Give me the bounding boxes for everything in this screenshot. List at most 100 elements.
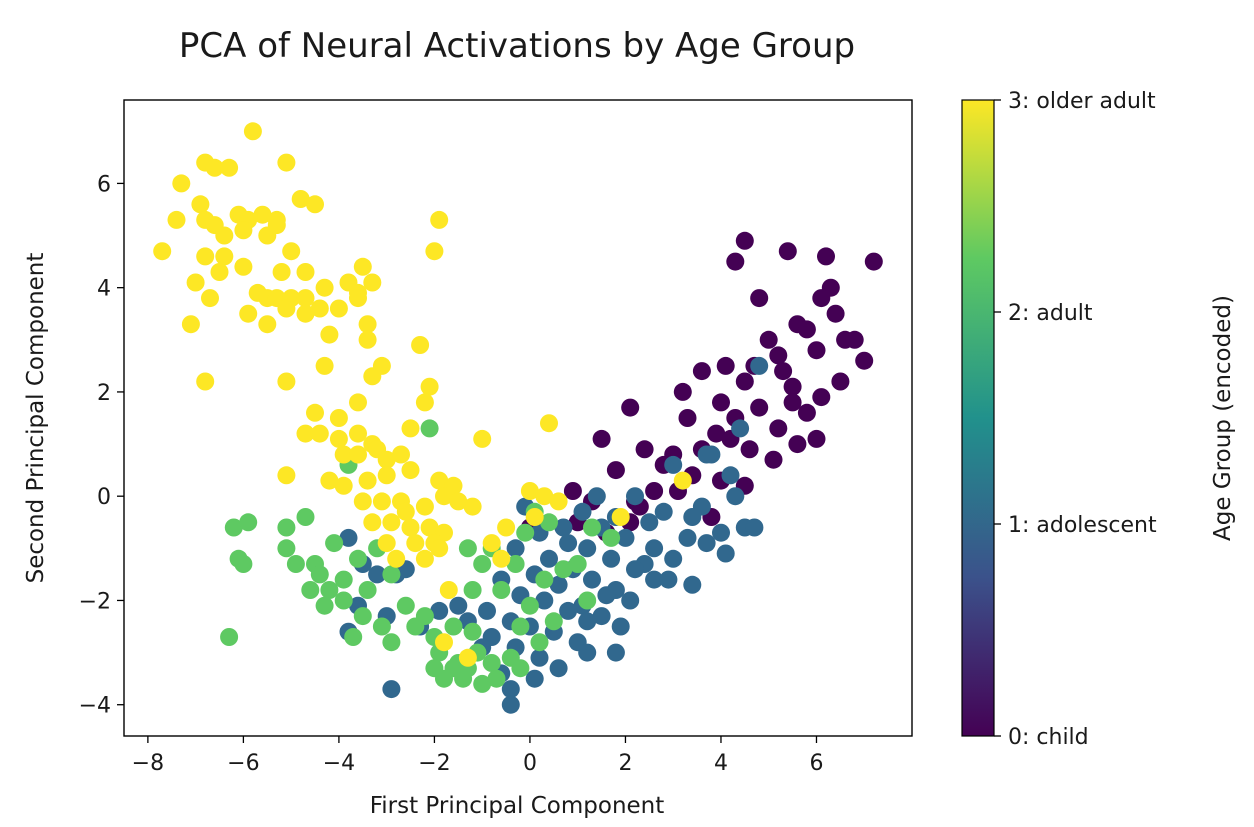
scatter-point bbox=[554, 518, 573, 537]
scatter-point bbox=[277, 372, 296, 391]
scatter-point bbox=[392, 445, 410, 464]
scatter-point bbox=[645, 482, 664, 500]
scatter-point bbox=[573, 502, 592, 521]
scatter-point bbox=[535, 591, 554, 610]
scatter-point bbox=[540, 414, 558, 433]
scatter-point bbox=[329, 299, 348, 318]
scatter-point bbox=[210, 263, 229, 281]
scatter-point bbox=[310, 565, 329, 584]
scatter-point bbox=[296, 508, 315, 526]
scatter-point bbox=[401, 461, 420, 480]
scatter-point bbox=[411, 336, 430, 354]
colorbar-tick-label: 2: adult bbox=[1008, 301, 1093, 326]
scatter-point bbox=[807, 341, 826, 360]
y-tick-label: −4 bbox=[79, 694, 111, 719]
scatter-point bbox=[530, 648, 549, 667]
scatter-point bbox=[797, 320, 816, 339]
scatter-point bbox=[640, 513, 659, 532]
scatter-point bbox=[401, 419, 420, 438]
scatter-point bbox=[444, 659, 463, 678]
scatter-point bbox=[578, 591, 597, 610]
scatter-point bbox=[353, 257, 372, 276]
scatter-point bbox=[382, 565, 401, 584]
scatter-point bbox=[578, 643, 597, 662]
scatter-point bbox=[683, 575, 702, 594]
scatter-point bbox=[654, 502, 673, 521]
scatter-point bbox=[310, 299, 329, 318]
scatter-point bbox=[664, 549, 683, 568]
y-tick-label: −2 bbox=[79, 589, 111, 614]
scatter-point bbox=[415, 549, 434, 568]
scatter-point bbox=[797, 403, 816, 422]
scatter-point bbox=[520, 596, 539, 615]
scatter-point bbox=[420, 518, 439, 537]
scatter-point bbox=[516, 523, 535, 542]
scatter-point bbox=[473, 674, 492, 693]
scatter-point bbox=[439, 581, 458, 599]
x-tick-label: 4 bbox=[714, 751, 728, 776]
scatter-point bbox=[635, 440, 654, 459]
scatter-point bbox=[621, 591, 640, 610]
scatter-point bbox=[525, 508, 544, 526]
scatter-point bbox=[363, 273, 382, 292]
scatter-point bbox=[540, 549, 558, 568]
scatter-point bbox=[239, 304, 258, 323]
x-axis-ticks: −8 −6 −4 −2 0 2 4 6 bbox=[132, 736, 823, 776]
scatter-point bbox=[196, 372, 215, 391]
y-tick-label: 0 bbox=[97, 485, 111, 510]
scatter-point bbox=[664, 455, 683, 474]
scatter-point bbox=[511, 617, 530, 636]
colorbar-tick-label: 3: older adult bbox=[1008, 89, 1156, 114]
scatter-point bbox=[616, 528, 635, 547]
scatter-point bbox=[396, 502, 415, 521]
x-tick-label: −8 bbox=[132, 751, 164, 776]
scatter-point bbox=[473, 555, 492, 573]
scatter-point bbox=[764, 450, 783, 469]
scatter-point bbox=[320, 581, 339, 599]
scatter-point bbox=[788, 435, 807, 454]
scatter-point bbox=[559, 601, 578, 620]
scatter-point bbox=[253, 205, 272, 224]
scatter-point bbox=[224, 518, 243, 537]
scatter-point bbox=[449, 492, 468, 511]
scatter-point bbox=[234, 257, 253, 276]
scatter-point bbox=[215, 247, 234, 266]
scatter-point bbox=[492, 549, 511, 568]
scatter-point bbox=[592, 607, 611, 626]
scatter-point bbox=[549, 659, 568, 678]
scatter-point bbox=[430, 210, 449, 229]
scatter-point bbox=[306, 403, 324, 422]
scatter-point bbox=[435, 487, 453, 506]
scatter-point bbox=[501, 680, 520, 699]
scatter-point bbox=[315, 596, 334, 615]
scatter-point bbox=[807, 429, 826, 448]
chart-title: PCA of Neural Activations by Age Group bbox=[179, 26, 855, 66]
scatter-point bbox=[296, 304, 315, 323]
scatter-point bbox=[458, 539, 477, 558]
scatter-point bbox=[597, 586, 616, 605]
scatter-point bbox=[430, 601, 449, 620]
scatter-point bbox=[511, 659, 530, 678]
scatter-point bbox=[430, 471, 449, 490]
scatter-point bbox=[301, 581, 320, 599]
scatter-point bbox=[482, 654, 501, 672]
scatter-point bbox=[349, 289, 367, 308]
scatter-point bbox=[406, 534, 425, 553]
scatter-point bbox=[697, 534, 716, 553]
x-tick-label: −4 bbox=[323, 751, 355, 776]
scatter-point bbox=[239, 513, 258, 532]
scatter-point bbox=[167, 210, 186, 229]
scatter-point bbox=[220, 158, 239, 177]
scatter-point bbox=[583, 570, 601, 589]
scatter-point bbox=[692, 362, 711, 381]
scatter-point bbox=[363, 513, 382, 532]
scatter-point bbox=[349, 393, 367, 412]
y-axis-ticks: −4 −2 0 2 4 6 bbox=[79, 172, 124, 719]
colorbar bbox=[961, 99, 995, 737]
scatter-point bbox=[659, 570, 678, 589]
scatter-point bbox=[296, 263, 315, 281]
scatter-point bbox=[325, 534, 344, 553]
x-tick-label: −6 bbox=[227, 751, 259, 776]
x-tick-label: 0 bbox=[523, 751, 537, 776]
scatter-point bbox=[506, 539, 525, 558]
